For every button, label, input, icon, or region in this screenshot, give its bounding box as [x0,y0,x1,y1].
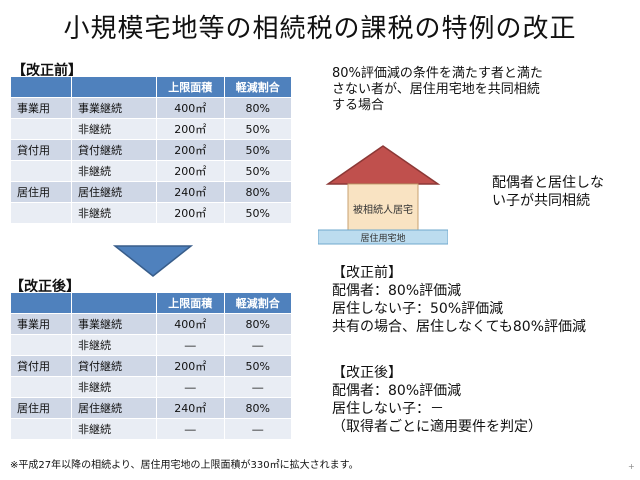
row-item: 貸付継続 [71,355,157,377]
row-area: 200㎡ [156,202,225,224]
table-row: 貸付用 貸付継続 200㎡ 50% [10,355,292,377]
after-table: 上限面積 軽減割合 事業用 事業継続 400㎡ 80% 非継続 ― ― 貸付用 貸付継続 200㎡… [10,292,292,440]
before-result-line: 配偶者：80%評価減 [332,283,462,299]
after-result-line: 配偶者：80%評価減 [332,383,462,399]
page-title: 小規模宅地等の相続税の課税の特例の改正 [63,14,577,44]
row-rate: ― [223,418,292,440]
row-category [10,202,72,224]
row-category: 貸付用 [10,355,72,377]
roof-shape [325,145,441,185]
page-marker: + [628,462,635,471]
row-category: 居住用 [10,181,72,203]
row-rate: 50% [223,139,292,161]
row-item: 非継続 [71,334,157,356]
before-result-line: 居住しない子：50%評価減 [332,301,504,317]
row-category [10,118,72,140]
row-area: ― [156,376,225,398]
row-area: 200㎡ [156,355,225,377]
row-category: 事業用 [10,97,72,119]
row-category [10,160,72,182]
row-item: 非継続 [71,118,157,140]
house-wall [347,183,419,231]
heirs-line: 配偶者と居住しな [492,175,604,191]
land-label: 居住用宅地 [360,232,405,244]
footnote: ※平成27年以降の相続より、居住用宅地の上限面積が330㎡に拡大されます。 [10,460,359,471]
table-row: 非継続 ― ― [10,418,292,440]
table-row: 非継続 200㎡ 50% [10,202,292,224]
before-result-line: 共有の場合、居住しなくても80%評価減 [332,319,586,335]
scenario-line: 80%評価減の条件を満たす者と満た [332,66,543,81]
table-row: 非継続 200㎡ 50% [10,160,292,182]
row-rate: 80% [223,181,292,203]
row-rate: 80% [223,97,292,119]
table-row: 貸付用 貸付継続 200㎡ 50% [10,139,292,161]
row-area: 240㎡ [156,397,225,419]
row-item: 居住継続 [71,397,157,419]
scenario-line: する場合 [332,98,385,113]
row-rate: 50% [223,160,292,182]
table-row: 事業用 事業継続 400㎡ 80% [10,313,292,335]
row-category: 事業用 [10,313,72,335]
row-item: 非継続 [71,160,157,182]
header-rate: 軽減割合 [223,76,292,98]
row-item: 居住継続 [71,181,157,203]
table-row: 非継続 ― ― [10,376,292,398]
row-rate: 80% [223,397,292,419]
row-item: 非継続 [71,202,157,224]
before-result-heading: 【改正前】 [332,265,402,281]
row-rate: 50% [223,202,292,224]
row-rate: 50% [223,118,292,140]
table-row: 事業用 事業継続 400㎡ 80% [10,97,292,119]
row-category [10,418,72,440]
table-row: 非継続 ― ― [10,334,292,356]
before-result: 【改正前】 配偶者：80%評価減 居住しない子：50%評価減 共有の場合、居住し… [332,264,586,336]
row-rate: ― [223,376,292,398]
row-area: 200㎡ [156,139,225,161]
row-category [10,334,72,356]
header-rate: 軽減割合 [223,292,292,314]
row-category: 居住用 [10,397,72,419]
after-result: 【改正後】 配偶者：80%評価減 居住しない子：－ （取得者ごとに適用要件を判定… [332,364,542,436]
row-area: 400㎡ [156,313,225,335]
row-category: 貸付用 [10,139,72,161]
header-category [10,76,72,98]
header-area: 上限面積 [156,292,225,314]
row-item: 事業継続 [71,97,157,119]
row-item: 貸付継続 [71,139,157,161]
before-table: 上限面積 軽減割合 事業用 事業継続 400㎡ 80% 非継続 200㎡ 50% 貸付用 貸付継… [10,76,292,224]
row-area: 200㎡ [156,160,225,182]
row-item: 事業継続 [71,313,157,335]
row-rate: ― [223,334,292,356]
row-rate: 50% [223,355,292,377]
header-category [10,292,72,314]
row-item: 非継続 [71,418,157,440]
down-arrow-icon [113,245,193,277]
scenario-line: さない者が、居住用宅地を共同相続 [332,82,540,97]
table-row: 居住用 居住継続 240㎡ 80% [10,181,292,203]
table-row: 非継続 200㎡ 50% [10,118,292,140]
row-area: 400㎡ [156,97,225,119]
header-item [71,76,157,98]
before-label: 【改正前】 [12,63,82,79]
row-area: ― [156,418,225,440]
land-strip [318,229,448,245]
scenario-text: 80%評価減の条件を満たす者と満た さない者が、居住用宅地を共同相続 する場合 [332,66,543,114]
table-row: 居住用 居住継続 240㎡ 80% [10,397,292,419]
after-result-heading: 【改正後】 [332,365,402,381]
row-category [10,376,72,398]
row-area: 200㎡ [156,118,225,140]
after-result-line: 居住しない子：－ [332,401,444,417]
row-rate: 80% [223,313,292,335]
building-label: 被相続人居宅 [353,203,413,216]
after-label: 【改正後】 [10,279,80,295]
header-area: 上限面積 [156,76,225,98]
heirs-text: 配偶者と居住しな い子が共同相続 [492,174,604,210]
house-illustration: 被相続人居宅 居住用宅地 [318,145,448,245]
row-area: 240㎡ [156,181,225,203]
heirs-line: い子が共同相続 [492,193,590,209]
row-item: 非継続 [71,376,157,398]
after-result-line: （取得者ごとに適用要件を判定） [332,419,542,435]
row-area: ― [156,334,225,356]
header-item [71,292,157,314]
